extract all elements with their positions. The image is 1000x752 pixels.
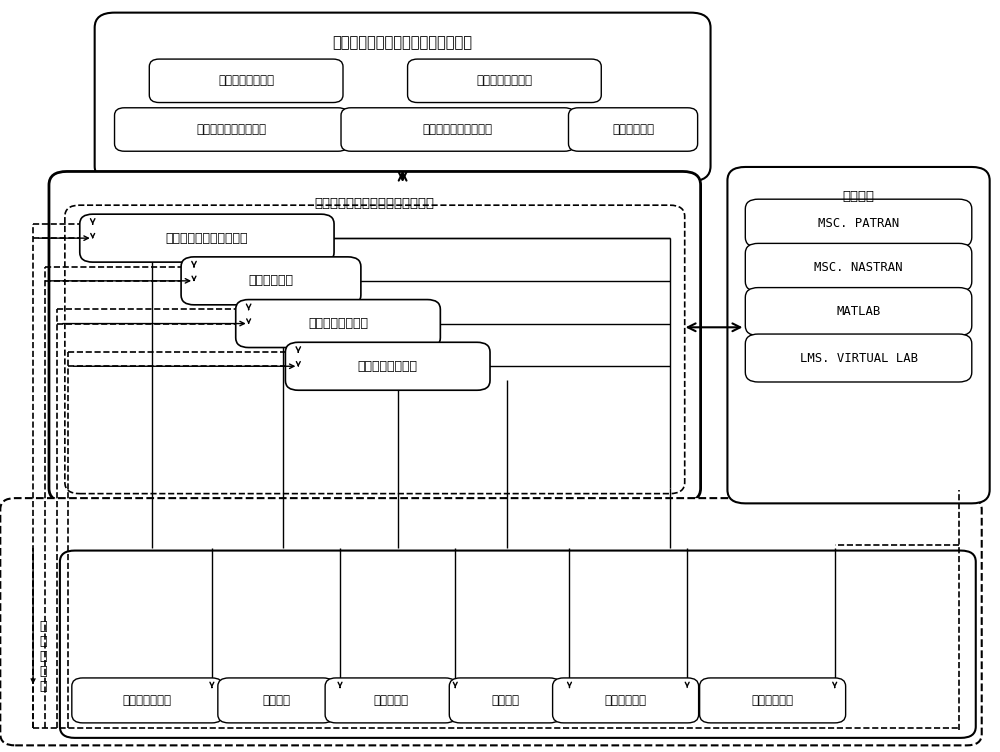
FancyBboxPatch shape (745, 199, 972, 247)
Text: 航天器虚拟振动试验系统功能模块: 航天器虚拟振动试验系统功能模块 (315, 197, 435, 210)
Text: 虚拟试验参数设置: 虚拟试验参数设置 (218, 74, 274, 87)
FancyBboxPatch shape (408, 59, 601, 102)
FancyBboxPatch shape (325, 678, 456, 723)
Text: 夹具评价分析参数设置: 夹具评价分析参数设置 (423, 123, 493, 136)
FancyBboxPatch shape (449, 678, 561, 723)
FancyBboxPatch shape (72, 678, 223, 723)
FancyBboxPatch shape (181, 257, 361, 305)
Text: MSC. PATRAN: MSC. PATRAN (818, 217, 899, 229)
FancyBboxPatch shape (95, 13, 711, 181)
FancyBboxPatch shape (285, 342, 490, 390)
Text: 夹具评价分析模块: 夹具评价分析模块 (358, 359, 418, 373)
FancyBboxPatch shape (60, 550, 976, 738)
FancyBboxPatch shape (0, 498, 982, 745)
Text: 模型修正参数设置: 模型修正参数设置 (476, 74, 532, 87)
FancyBboxPatch shape (700, 678, 846, 723)
Text: MATLAB: MATLAB (836, 305, 881, 318)
Text: 试验条件: 试验条件 (491, 694, 519, 707)
Text: MSC. NASTRAN: MSC. NASTRAN (814, 261, 903, 274)
Text: 试
验
数
据
库: 试 验 数 据 库 (39, 620, 47, 693)
Text: 工具软件: 工具软件 (843, 190, 875, 203)
FancyBboxPatch shape (745, 334, 972, 382)
Text: 航天器虚拟振动试验界面软件系焸统: 航天器虚拟振动试验界面软件系焸统 (333, 35, 473, 50)
FancyBboxPatch shape (80, 214, 334, 262)
Text: 模型修正模块: 模型修正模块 (248, 274, 293, 287)
Text: 振动台系统模型: 振动台系统模型 (123, 694, 172, 707)
Text: 虚拟试验数据: 虚拟试验数据 (752, 694, 794, 707)
FancyBboxPatch shape (65, 205, 685, 493)
FancyBboxPatch shape (49, 171, 701, 502)
Text: 振动台试验闭环仿真模块: 振动台试验闭环仿真模块 (166, 232, 248, 244)
FancyBboxPatch shape (341, 108, 574, 151)
FancyBboxPatch shape (568, 108, 698, 151)
Text: 物理试验数据: 物理试验数据 (605, 694, 647, 707)
FancyBboxPatch shape (115, 108, 348, 151)
FancyBboxPatch shape (218, 678, 334, 723)
Text: 夹具模型: 夹具模型 (262, 694, 290, 707)
FancyBboxPatch shape (745, 287, 972, 335)
FancyBboxPatch shape (149, 59, 343, 102)
Text: 试验条件分析参数设置: 试验条件分析参数设置 (196, 123, 266, 136)
Text: 试验结果查看: 试验结果查看 (612, 123, 654, 136)
FancyBboxPatch shape (553, 678, 699, 723)
FancyBboxPatch shape (236, 299, 440, 347)
FancyBboxPatch shape (727, 167, 990, 503)
Text: 试验条件分析模块: 试验条件分析模块 (308, 317, 368, 330)
Text: 航天器模型: 航天器模型 (373, 694, 408, 707)
Text: LMS. VIRTUAL LAB: LMS. VIRTUAL LAB (800, 351, 918, 365)
FancyBboxPatch shape (745, 244, 972, 291)
